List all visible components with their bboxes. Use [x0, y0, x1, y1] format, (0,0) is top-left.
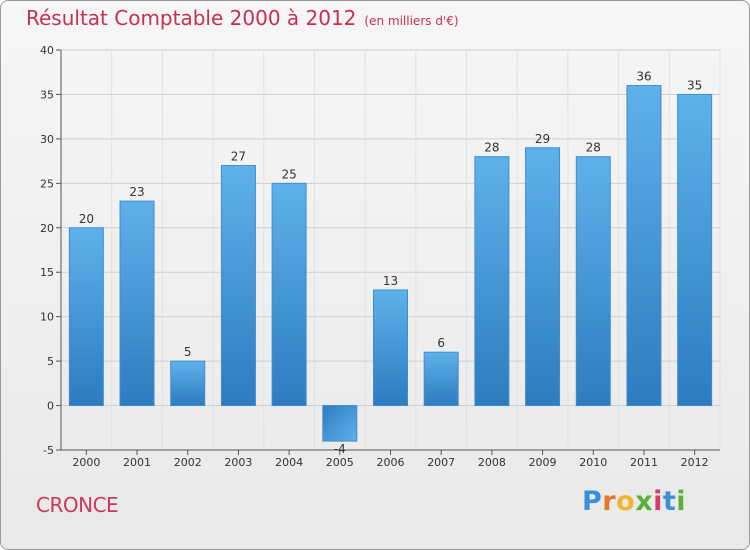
y-tick-label: 10	[40, 311, 54, 324]
value-label: 6	[437, 336, 445, 350]
bar-2007	[423, 351, 459, 407]
bar-2002	[170, 360, 206, 407]
x-tick-labels: 2000 2001 2002 2003 2004 2005 2006 2007 2008 2009…	[72, 456, 708, 469]
x-tick-label: 2004	[275, 456, 303, 469]
bar-2004	[271, 182, 307, 407]
proxiti-logo[interactable]: Proxiti	[582, 486, 686, 517]
y-tick-label: 35	[40, 88, 54, 101]
x-tick-label: 2006	[377, 456, 405, 469]
value-label: 23	[129, 185, 144, 199]
bar-2006	[373, 289, 408, 407]
x-tick-label: 2009	[529, 456, 557, 469]
y-tick-label: 30	[40, 133, 54, 146]
bar-2000	[68, 227, 104, 407]
x-tick-label: 2003	[224, 456, 252, 469]
y-tick-label: 5	[47, 355, 54, 368]
value-label: 28	[484, 141, 499, 155]
bars	[68, 85, 713, 442]
value-label: 13	[383, 274, 398, 288]
bar-2005	[322, 405, 358, 442]
chart-title-text: Résultat Comptable 2000 à 2012	[26, 6, 357, 30]
value-labels: 20 23 5 27 25 -4 13 6 28 29 28 36 35	[79, 70, 703, 457]
bar-2010	[575, 156, 611, 407]
value-label: 20	[79, 212, 94, 226]
logo-letter: P	[582, 486, 603, 517]
x-tick-label: 2001	[123, 456, 151, 469]
value-label: 28	[586, 141, 601, 155]
bar-2009	[525, 147, 561, 407]
x-tick-label: 2010	[579, 456, 607, 469]
x-tick-label: 2002	[174, 456, 202, 469]
x-tick-label: 2012	[681, 456, 709, 469]
y-tick-label: 25	[40, 177, 54, 190]
bar-2012	[677, 93, 713, 407]
bar-2003	[220, 165, 256, 407]
x-tick-label: 2011	[630, 456, 658, 469]
logo-letter: i	[676, 486, 687, 517]
place-name: CRONCE	[36, 493, 119, 517]
axes	[60, 50, 720, 455]
y-tick-label: 20	[40, 222, 54, 235]
x-tick-label: 2005	[326, 456, 354, 469]
y-tick-label: 15	[40, 266, 54, 279]
x-tick-label: 2007	[427, 456, 455, 469]
value-label: 27	[231, 150, 246, 164]
logo-letter: r	[602, 486, 617, 517]
logo-letter: x	[635, 486, 654, 517]
logo-letter: t	[662, 486, 677, 517]
value-label: 25	[281, 167, 296, 181]
chart-subtitle: (en milliers d'€)	[364, 14, 459, 28]
x-tick-label: 2000	[72, 456, 100, 469]
logo-letter: o	[616, 486, 636, 517]
x-tick-label: 2008	[478, 456, 506, 469]
value-label: 5	[184, 345, 192, 359]
value-label: 35	[687, 78, 702, 92]
y-tick-label: 0	[47, 400, 54, 413]
y-tick-label: -5	[43, 444, 54, 457]
value-label: -4	[334, 442, 346, 456]
value-label: 29	[535, 132, 550, 146]
y-tick-label: 40	[40, 44, 54, 57]
chart-title: Résultat Comptable 2000 à 2012 (en millie…	[26, 6, 459, 30]
logo-letter: i	[653, 486, 663, 517]
bar-2001	[119, 200, 155, 407]
bar-2011	[626, 85, 662, 407]
value-label: 36	[636, 70, 651, 84]
y-tick-labels: -5 0 5 10 15 20 25 30 35 40	[40, 44, 54, 457]
bar-2008	[474, 156, 510, 407]
